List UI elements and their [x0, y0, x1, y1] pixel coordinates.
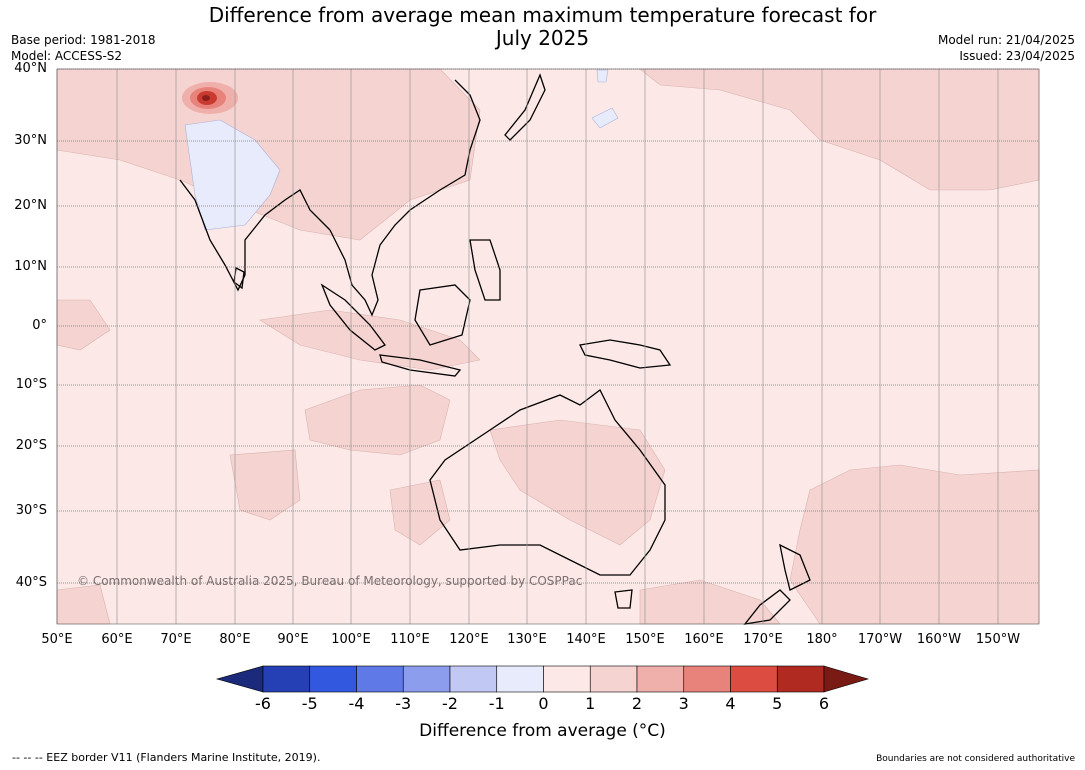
base-period: Base period: 1981-2018 — [11, 33, 156, 47]
metadata-left: Base period: 1981-2018 Model: ACCESS-S2 — [11, 32, 156, 64]
warm-region-south-pacific — [789, 464, 1040, 625]
colorbar-tick-label: -2 — [442, 694, 458, 713]
latitude-label: 20°N — [14, 198, 47, 213]
colorbar — [215, 665, 870, 693]
colorbar-segment — [589, 665, 638, 693]
coastline-borneo — [414, 284, 471, 346]
cool-region-japan-sea — [591, 107, 619, 129]
latitude-label: 10°N — [14, 259, 47, 274]
colorbar-tick-label: 1 — [585, 694, 596, 713]
coastline-southeast-asia — [329, 79, 481, 317]
longitude-label: 120°E — [449, 632, 489, 647]
warm-region-south-indian — [304, 384, 451, 456]
longitude-label: 70°E — [160, 632, 192, 647]
colorbar-label: Difference from average (°C) — [419, 721, 666, 741]
model-run: Model run: 21/04/2025 — [937, 33, 1075, 47]
colorbar-tick-label: -4 — [348, 694, 365, 713]
hot-spot-himalaya — [182, 82, 238, 114]
colorbar-segment — [543, 665, 591, 693]
colorbar-segment — [309, 665, 357, 693]
coastline-philippines — [469, 239, 501, 301]
longitude-label: 60°E — [101, 632, 133, 647]
latitude-label: 40°S — [15, 575, 47, 590]
coastline-new-zealand-north — [779, 543, 811, 591]
cool-region-india — [184, 119, 281, 231]
warm-anomaly-regions — [56, 68, 1040, 625]
colorbar-tick-label: 4 — [725, 694, 736, 713]
colorbar-tick-label: -5 — [301, 694, 318, 713]
latitude-label: 40°N — [14, 61, 47, 76]
map-title-line1: Difference from average mean maximum tem… — [208, 3, 877, 27]
longitude-label: 150°E — [625, 632, 665, 647]
coastline-sumatra — [320, 283, 386, 351]
cool-anomaly-regions — [184, 69, 619, 231]
colorbar-tick-label: 6 — [818, 694, 830, 713]
colorbar-tick-label: -1 — [488, 694, 505, 713]
longitude-label: 90°E — [277, 632, 309, 647]
colorbar-tick-label: 2 — [631, 694, 643, 713]
eez-note: -- -- -- EEZ border V11 (Flanders Marine… — [12, 751, 321, 764]
colorbar-segment — [356, 665, 404, 693]
colorbar-tick-label: -3 — [395, 694, 412, 713]
longitude-label: 130°E — [507, 632, 547, 647]
coastline-new-guinea — [579, 339, 672, 369]
colorbar-extend-low — [215, 665, 264, 693]
colorbar-tick-label: 0 — [538, 694, 549, 713]
metadata-right: Model run: 21/04/2025 Issued: 23/04/2025 — [938, 32, 1075, 64]
colorbar-tick-label: 5 — [772, 694, 783, 713]
graticule — [56, 68, 1039, 624]
longitude-label: 50°E — [41, 632, 73, 647]
colorbar-segment — [776, 665, 825, 693]
latitude-label: 20°S — [15, 438, 47, 453]
longitude-label: 160°W — [916, 632, 962, 647]
map-border — [56, 68, 1040, 625]
longitude-label: 100°E — [331, 632, 371, 647]
warm-region-southwest-indian — [229, 449, 301, 521]
coastline-tasmania — [614, 589, 633, 609]
colorbar-segment — [402, 665, 451, 693]
longitude-label: 170°W — [857, 632, 903, 647]
boundary-note: Boundaries are not considered authoritat… — [876, 754, 1075, 764]
longitude-label: 110°E — [390, 632, 430, 647]
longitude-label: 160°E — [684, 632, 724, 647]
colorbar-segment — [449, 665, 498, 693]
latitude-label: 30°S — [15, 503, 47, 518]
coastline-java — [379, 354, 462, 377]
model-name: Model: ACCESS-S2 — [11, 49, 123, 63]
colorbar-segment — [496, 665, 544, 693]
colorbar-segment — [683, 665, 731, 693]
longitude-label: 140°E — [566, 632, 606, 647]
colorbar-tick-label: 3 — [678, 694, 689, 713]
issued-date: Issued: 23/04/2025 — [959, 49, 1075, 63]
latitude-label: 10°S — [15, 377, 47, 392]
map-title-line2: July 2025 — [495, 26, 590, 50]
colorbar-segment — [730, 665, 778, 693]
copyright-notice: © Commonwealth of Australia 2025, Bureau… — [77, 574, 583, 588]
map-title: Difference from average mean maximum tem… — [0, 4, 1085, 50]
warm-region-southeast-indian — [389, 479, 451, 546]
warm-region-australia — [489, 419, 666, 546]
longitude-label: 150°W — [975, 632, 1021, 647]
warm-region-tasman — [639, 579, 781, 625]
coastline-india — [179, 179, 331, 292]
colorbar-segment — [636, 665, 685, 693]
latitude-label: 0° — [32, 318, 47, 333]
colorbar-tick-label: -6 — [255, 694, 271, 713]
longitude-label: 180° — [806, 632, 838, 647]
map-panel — [56, 68, 1040, 625]
coastline-japan — [504, 73, 546, 141]
latitude-label: 30°N — [14, 133, 47, 148]
cool-region-north — [596, 69, 609, 83]
colorbar-extend-high — [823, 665, 870, 693]
colorbar-segment — [262, 665, 311, 693]
longitude-label: 170°E — [743, 632, 783, 647]
warm-region-equatorial-indian — [259, 309, 481, 371]
longitude-label: 80°E — [219, 632, 251, 647]
